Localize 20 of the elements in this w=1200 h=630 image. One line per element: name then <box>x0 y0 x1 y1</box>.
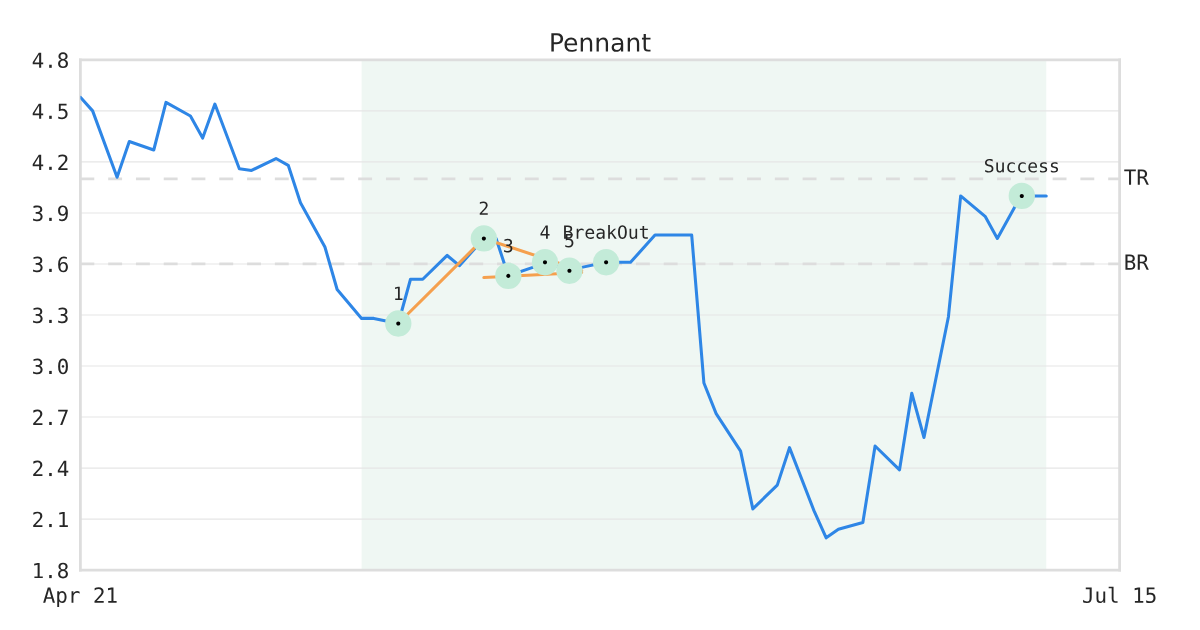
y-tick-label: 2.1 <box>33 511 68 528</box>
y-tick-label: 3.6 <box>33 256 68 273</box>
y-tick-label: 3.0 <box>33 358 68 375</box>
annotation: 4 <box>540 225 550 239</box>
y-tick-label: 3.9 <box>33 205 68 222</box>
ref-line-label: TR <box>1124 169 1149 185</box>
y-tick-label: 3.3 <box>33 307 68 324</box>
annotation: 1 <box>395 286 403 300</box>
ref-line-label: BR <box>1125 254 1149 270</box>
annotation: Success <box>984 158 1059 173</box>
chart-title: Pennant <box>551 33 651 52</box>
annotation: 2 <box>479 201 488 215</box>
x-tick-label: Apr 21 <box>43 587 117 608</box>
y-tick-label: 4.8 <box>32 52 68 69</box>
y-tick-label: 2.4 <box>33 460 69 477</box>
y-tick-label: 4.5 <box>32 103 68 120</box>
y-tick-label: 4.2 <box>32 154 68 170</box>
y-tick-label: 2.7 <box>33 409 68 426</box>
x-tick-label: Jul 15 <box>1083 586 1156 604</box>
y-tick-label: 1.8 <box>34 562 68 579</box>
